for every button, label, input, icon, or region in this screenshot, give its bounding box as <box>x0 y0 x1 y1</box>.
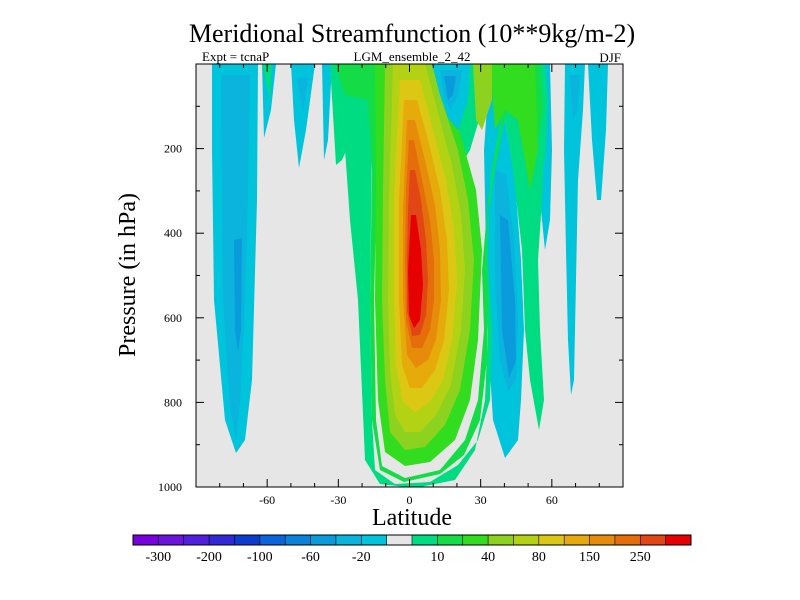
colorbar-label: 80 <box>532 550 546 565</box>
y-tick-label: 1000 <box>158 480 182 494</box>
colorbar-swatch <box>285 535 311 545</box>
contour-top-neg-3 <box>444 76 456 100</box>
plot-area <box>196 64 623 487</box>
contour-pos-60-right <box>490 64 538 190</box>
colorbar-label: 10 <box>430 550 444 565</box>
y-tick-label: 200 <box>164 142 182 156</box>
colorbar-swatch <box>259 535 286 545</box>
contour-spike-3 <box>322 64 332 160</box>
colorbar-swatch <box>614 535 641 545</box>
colorbar-swatch <box>589 535 616 545</box>
y-tick-label: 600 <box>164 311 182 325</box>
colorbar-label: -200 <box>196 550 222 565</box>
y-tick-label: 800 <box>164 395 182 409</box>
colorbar-swatch <box>564 535 590 545</box>
colorbar-swatch <box>437 535 464 545</box>
subtitle-right: DJF <box>599 50 621 65</box>
colorbar-label: -20 <box>352 550 371 565</box>
colorbar-swatch <box>158 535 185 545</box>
contour-south-deep <box>234 238 242 352</box>
colorbar-label: -60 <box>301 550 320 565</box>
colorbar-swatch <box>513 535 540 545</box>
contour-right-c <box>588 64 608 200</box>
x-tick-label: 60 <box>546 493 558 507</box>
colorbar: -300 -200 -100 -60 -20 10 40 80 150 250 <box>132 534 692 565</box>
colorbar-swatch <box>335 535 362 545</box>
x-axis-label: Latitude <box>372 505 452 531</box>
contour-pos-max <box>408 215 423 328</box>
contour-green-light-left <box>262 64 272 100</box>
chart-title: Meridional Streamfunction (10**9kg/m-2) <box>189 19 635 48</box>
colorbar-swatch <box>412 535 438 545</box>
contour-right-b <box>564 64 585 395</box>
x-axis-ticks: -60 -30 0 30 60 <box>195 64 624 507</box>
y-tick-label: 400 <box>164 226 182 240</box>
contour-right-b-inner <box>570 75 580 120</box>
y-axis-ticks: 200 400 600 800 1000 <box>158 105 623 494</box>
colorbar-label: -300 <box>146 550 172 565</box>
negative-cell-south <box>212 64 258 453</box>
colorbar-swatch <box>386 535 413 545</box>
colorbar-label: 250 <box>630 550 651 565</box>
colorbar-swatch <box>183 535 210 545</box>
colorbar-swatch <box>133 535 159 545</box>
x-tick-label: 30 <box>475 493 487 507</box>
colorbar-swatch <box>640 535 666 545</box>
colorbar-swatch <box>234 535 261 545</box>
contour-pos-80-right <box>473 64 492 130</box>
colorbar-swatch <box>665 535 692 545</box>
colorbar-swatch <box>488 535 514 545</box>
subtitle-center: LGM_ensemble_2_42 <box>354 49 471 64</box>
x-tick-label: -60 <box>259 493 275 507</box>
colorbar-swatch <box>209 535 235 545</box>
colorbar-label: 150 <box>579 550 600 565</box>
subtitle-left: Expt = tcnaP <box>202 49 269 64</box>
contour-spike-2 <box>291 64 315 168</box>
contour-north-deep <box>500 215 516 378</box>
y-axis-label: Pressure (in hPa) <box>115 193 141 357</box>
colorbar-swatch <box>310 535 337 545</box>
x-tick-label: -30 <box>330 493 346 507</box>
colorbar-swatch <box>361 535 387 545</box>
colorbar-label: -100 <box>247 550 273 565</box>
contour-spike-1 <box>262 64 276 138</box>
colorbar-swatch <box>462 535 489 545</box>
x-tick-label: 0 <box>407 493 413 507</box>
contour-spike-2b <box>297 78 308 110</box>
colorbar-swatch <box>538 535 565 545</box>
colorbar-label: 40 <box>481 550 495 565</box>
